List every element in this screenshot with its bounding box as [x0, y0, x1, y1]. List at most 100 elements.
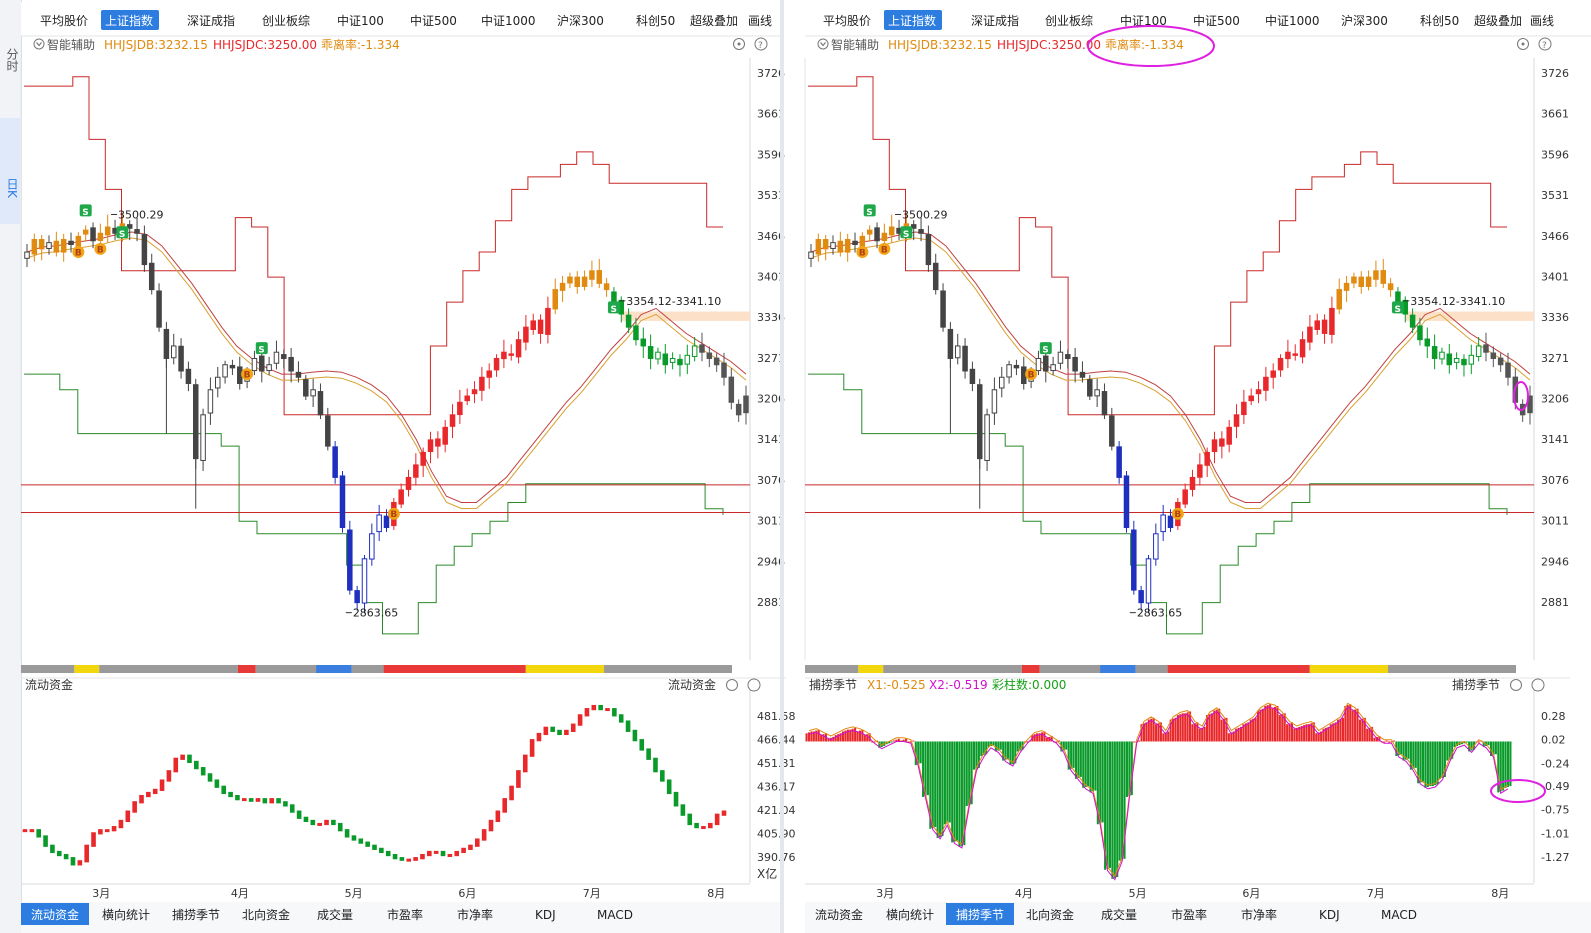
bottom-tab[interactable]: 捕捞季节 [172, 907, 220, 922]
bottom-tab[interactable]: 北向资金 [1026, 907, 1074, 922]
bottom-tab[interactable]: 流动资金 [815, 907, 863, 922]
bottom-tab[interactable]: 北向资金 [242, 907, 290, 922]
help-icon[interactable] [754, 37, 768, 51]
season-bar [1429, 741, 1432, 787]
bottom-tab[interactable]: 市净率 [1241, 907, 1277, 922]
top-tab[interactable]: 上证指数 [888, 13, 936, 28]
candle-body [31, 239, 38, 255]
candle-body [830, 242, 836, 249]
bottom-tab[interactable]: KDJ [535, 908, 556, 922]
season-bar [1482, 741, 1485, 747]
bottom-tab[interactable]: 市盈率 [387, 907, 423, 922]
top-tab[interactable]: 画线 [1530, 14, 1554, 28]
bottom-tab[interactable]: MACD [597, 908, 633, 922]
bottom-tab-active-bg[interactable] [21, 903, 89, 925]
annotations [1087, 25, 1546, 803]
fund-bar [248, 798, 254, 802]
top-tab[interactable]: 创业板综 [262, 14, 310, 28]
fund-bar [427, 850, 432, 857]
season-bar [973, 741, 976, 770]
top-tab[interactable]: 沪深300 [1341, 14, 1388, 28]
fund-bar [440, 850, 446, 857]
fund-bar [406, 858, 412, 862]
season-bar [1465, 741, 1468, 743]
settings-icon[interactable] [726, 679, 738, 691]
season-bar [987, 741, 990, 747]
season-bar [1358, 719, 1361, 742]
help-icon[interactable] [1538, 37, 1552, 51]
bottom-tab[interactable]: 成交量 [317, 907, 353, 922]
bottom-tab-active-bg[interactable] [946, 903, 1014, 925]
candle-body [259, 355, 265, 372]
season-bar [1443, 741, 1446, 777]
sell-signal-icon [863, 204, 876, 217]
candle-body [1116, 446, 1122, 478]
help-icon[interactable] [1531, 678, 1545, 692]
bottom-tab[interactable]: 横向统计 [886, 907, 934, 922]
top-tab[interactable]: 创业板综 [1045, 14, 1093, 28]
bottom-tab[interactable]: KDJ [1319, 908, 1340, 922]
season-segment [99, 665, 238, 673]
fund-bar [152, 788, 158, 795]
indicator-dc: HHJSJDC:3250.00 [213, 38, 317, 52]
season-bar [975, 741, 978, 769]
settings-icon-dot [737, 42, 741, 46]
rail-tab-fenshi[interactable]: 分时 [5, 48, 19, 72]
top-tab[interactable]: 中证500 [410, 13, 457, 28]
season-bar [1278, 715, 1281, 742]
top-tab[interactable]: 画线 [748, 14, 772, 28]
top-tab[interactable]: 超级叠加 [690, 13, 738, 28]
top-tab[interactable]: 中证1000 [1265, 13, 1320, 28]
top-tab[interactable]: 中证500 [1193, 13, 1240, 28]
candle-body [229, 364, 236, 369]
candle-body [141, 234, 148, 266]
season-bar [1288, 723, 1291, 742]
season-segment [74, 665, 100, 673]
price-label: 3500.29 [902, 208, 948, 221]
top-tab[interactable]: 中证100 [337, 13, 384, 28]
top-tab[interactable]: 科创50 [636, 14, 675, 28]
candle-body [881, 232, 888, 242]
top-tab[interactable]: 深证成指 [187, 13, 235, 28]
candle-body [1461, 358, 1467, 366]
candle-body [1035, 357, 1042, 372]
bottom-tab[interactable]: 成交量 [1101, 907, 1137, 922]
bottom-tab[interactable]: 市净率 [457, 907, 493, 922]
season-bar [1172, 718, 1175, 742]
fund-bar [379, 847, 384, 854]
season-bar [1259, 709, 1262, 742]
top-tab[interactable]: 平均股价 [823, 14, 871, 28]
tab-active-bg[interactable] [884, 10, 942, 30]
top-tab[interactable]: 平均股价 [40, 14, 88, 28]
settings-icon[interactable] [1517, 38, 1529, 50]
rail-tab-rik[interactable]: 日K [0, 118, 20, 224]
bottom-tab[interactable]: 横向统计 [102, 907, 150, 922]
season-bar [1276, 705, 1279, 742]
bottom-tab[interactable]: 市盈率 [1171, 907, 1207, 922]
settings-icon[interactable] [733, 38, 745, 50]
top-tab[interactable]: 深证成指 [971, 13, 1019, 28]
top-tab[interactable]: 超级叠加 [1474, 13, 1522, 28]
top-tab[interactable]: 科创50 [1420, 14, 1459, 28]
bottom-tab[interactable]: MACD [1381, 908, 1417, 922]
top-tab[interactable]: 上证指数 [105, 13, 153, 28]
top-tab[interactable]: 中证1000 [481, 13, 536, 28]
season-bar [1043, 731, 1046, 742]
season-bar [1186, 712, 1189, 742]
bottom-tab[interactable]: 捕捞季节 [956, 907, 1004, 922]
settings-icon[interactable] [1510, 679, 1522, 691]
top-tab[interactable]: 沪深300 [557, 14, 604, 28]
help-icon[interactable] [747, 678, 761, 692]
tab-active-bg[interactable] [101, 10, 159, 30]
candle-body [596, 270, 603, 284]
bottom-tab[interactable]: 流动资金 [31, 907, 79, 922]
x-tick-label: 7月 [1367, 887, 1385, 900]
candle-body [1094, 389, 1100, 397]
chevron-down-icon[interactable] [817, 38, 829, 50]
chevron-down-icon[interactable] [33, 38, 45, 50]
season-bar [1344, 705, 1347, 742]
fund-bar [413, 857, 418, 861]
fund-bar [721, 810, 727, 816]
candle-body [866, 229, 873, 235]
top-tab[interactable]: 中证100 [1120, 13, 1167, 28]
